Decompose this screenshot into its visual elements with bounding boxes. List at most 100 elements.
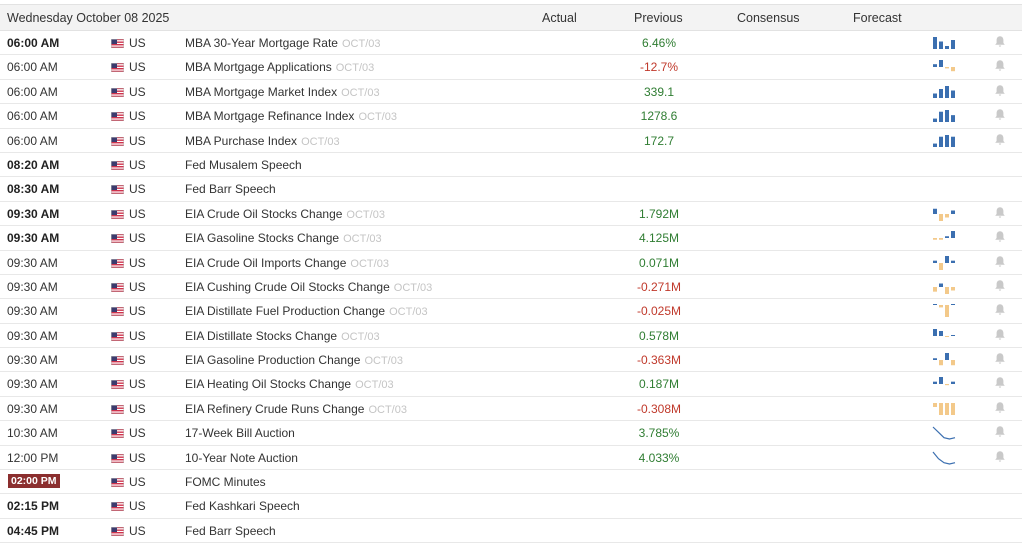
table-row[interactable]: 09:30 AM US EIA Gasoline Production Change… xyxy=(0,348,1022,373)
history-sparkline[interactable] xyxy=(931,376,957,392)
history-sparkline[interactable] xyxy=(931,133,957,149)
event-name-cell[interactable]: EIA Distillate Fuel Production Change OCT… xyxy=(185,304,428,318)
event-name-cell[interactable]: EIA Gasoline Stocks Change OCT/03 xyxy=(185,231,382,245)
event-name-cell[interactable]: EIA Gasoline Production Change OCT/03 xyxy=(185,353,403,367)
table-row[interactable]: 12:00 PM US 10-Year Note Auction 4.033% xyxy=(0,446,1022,471)
event-name-cell[interactable]: Fed Barr Speech xyxy=(185,182,276,196)
event-name-link[interactable]: EIA Crude Oil Stocks Change xyxy=(185,206,343,221)
history-sparkline[interactable] xyxy=(931,84,957,100)
event-name-link[interactable]: EIA Cushing Crude Oil Stocks Change xyxy=(185,279,390,294)
bell-icon[interactable] xyxy=(994,206,1006,219)
bell-icon[interactable] xyxy=(994,108,1006,121)
bell-icon[interactable] xyxy=(994,425,1006,438)
bell-icon[interactable] xyxy=(994,279,1006,292)
event-name-link[interactable]: EIA Refinery Crude Runs Change xyxy=(185,401,365,416)
event-name-cell[interactable]: EIA Heating Oil Stocks Change OCT/03 xyxy=(185,377,394,391)
bell-icon[interactable] xyxy=(994,255,1006,268)
table-row[interactable]: 06:00 AM US MBA Mortgage Refinance Index OC… xyxy=(0,104,1022,129)
history-sparkline[interactable] xyxy=(931,450,957,466)
header-previous[interactable]: Previous xyxy=(634,11,683,25)
bell-icon[interactable] xyxy=(994,401,1006,414)
event-name-link[interactable]: MBA Purchase Index xyxy=(185,133,298,148)
event-name-link[interactable]: 10-Year Note Auction xyxy=(185,450,298,465)
event-name-cell[interactable]: Fed Musalem Speech xyxy=(185,158,302,172)
bell-icon[interactable] xyxy=(994,303,1006,316)
bell-icon[interactable] xyxy=(994,133,1006,146)
history-sparkline[interactable] xyxy=(931,255,957,271)
header-actual[interactable]: Actual xyxy=(542,11,577,25)
event-name-link[interactable]: FOMC Minutes xyxy=(185,475,266,490)
bell-icon[interactable] xyxy=(994,35,1006,48)
table-row[interactable]: 06:00 AM US MBA Purchase Index OCT/03 172.7 xyxy=(0,129,1022,153)
header-forecast[interactable]: Forecast xyxy=(853,11,902,25)
table-row[interactable]: 06:00 AM US MBA 30-Year Mortgage Rate OCT/0… xyxy=(0,31,1022,56)
event-name-link[interactable]: EIA Distillate Fuel Production Change xyxy=(185,304,386,319)
event-name-link[interactable]: EIA Distillate Stocks Change xyxy=(185,328,338,343)
table-row[interactable]: 02:15 PM US Fed Kashkari Speech xyxy=(0,494,1022,519)
bell-icon[interactable] xyxy=(994,84,1006,97)
event-name-cell[interactable]: Fed Barr Speech xyxy=(185,524,276,538)
event-name-cell[interactable]: MBA Mortgage Refinance Index OCT/03 xyxy=(185,109,397,123)
table-row[interactable]: 09:30 AM US EIA Distillate Fuel Production… xyxy=(0,299,1022,324)
header-consensus[interactable]: Consensus xyxy=(737,11,800,25)
event-name-cell[interactable]: EIA Distillate Stocks Change OCT/03 xyxy=(185,329,380,343)
bell-icon[interactable] xyxy=(994,352,1006,365)
table-row[interactable]: 04:45 PM US Fed Barr Speech xyxy=(0,519,1022,543)
bell-icon[interactable] xyxy=(994,230,1006,243)
table-row[interactable]: 09:30 AM US EIA Distillate Stocks Change OC… xyxy=(0,324,1022,349)
event-name-link[interactable]: EIA Heating Oil Stocks Change xyxy=(185,377,352,392)
history-sparkline[interactable] xyxy=(931,425,957,441)
bell-icon[interactable] xyxy=(994,376,1006,389)
history-sparkline[interactable] xyxy=(931,303,957,319)
event-name-link[interactable]: MBA 30-Year Mortgage Rate xyxy=(185,36,338,50)
event-name-cell[interactable]: EIA Cushing Crude Oil Stocks Change OCT/0… xyxy=(185,280,432,294)
table-row[interactable]: 02:00 PM US FOMC Minutes xyxy=(0,470,1022,495)
event-name-link[interactable]: MBA Mortgage Market Index xyxy=(185,84,338,99)
event-name-link[interactable]: Fed Musalem Speech xyxy=(185,157,302,172)
event-name-cell[interactable]: 17-Week Bill Auction xyxy=(185,426,295,440)
event-name-link[interactable]: EIA Crude Oil Imports Change xyxy=(185,255,347,270)
event-name-link[interactable]: EIA Gasoline Stocks Change xyxy=(185,231,340,246)
table-row[interactable]: 09:30 AM US EIA Crude Oil Stocks Change OCT… xyxy=(0,202,1022,227)
table-row[interactable]: 08:20 AM US Fed Musalem Speech xyxy=(0,153,1022,178)
event-name-cell[interactable]: MBA Purchase Index OCT/03 xyxy=(185,134,340,148)
history-sparkline[interactable] xyxy=(931,230,957,246)
event-name-cell[interactable]: Fed Kashkari Speech xyxy=(185,499,300,513)
history-sparkline[interactable] xyxy=(931,206,957,222)
event-name-cell[interactable]: MBA Mortgage Applications OCT/03 xyxy=(185,60,374,74)
event-name-link[interactable]: MBA Mortgage Applications xyxy=(185,60,332,75)
event-country: US xyxy=(129,475,146,490)
table-row[interactable]: 09:30 AM US EIA Refinery Crude Runs Change… xyxy=(0,397,1022,422)
table-row[interactable]: 09:30 AM US EIA Cushing Crude Oil Stocks C… xyxy=(0,275,1022,300)
table-row[interactable]: 08:30 AM US Fed Barr Speech xyxy=(0,177,1022,202)
event-name-link[interactable]: EIA Gasoline Production Change xyxy=(185,353,361,368)
history-sparkline[interactable] xyxy=(931,279,957,295)
event-name-link[interactable]: Fed Kashkari Speech xyxy=(185,499,300,514)
event-name-cell[interactable]: MBA Mortgage Market Index OCT/03 xyxy=(185,85,380,99)
bell-icon[interactable] xyxy=(994,328,1006,341)
history-sparkline[interactable] xyxy=(931,108,957,124)
event-name-link[interactable]: Fed Barr Speech xyxy=(185,182,276,197)
table-row[interactable]: 09:30 AM US EIA Heating Oil Stocks Change O… xyxy=(0,372,1022,397)
history-sparkline[interactable] xyxy=(931,35,957,51)
event-name-cell[interactable]: EIA Crude Oil Imports Change OCT/03 xyxy=(185,256,389,270)
table-row[interactable]: 06:00 AM US MBA Mortgage Applications OCT/0… xyxy=(0,55,1022,80)
event-name-link[interactable]: Fed Barr Speech xyxy=(185,523,276,538)
bell-icon[interactable] xyxy=(994,59,1006,72)
event-name-cell[interactable]: EIA Refinery Crude Runs Change OCT/03 xyxy=(185,402,407,416)
history-sparkline[interactable] xyxy=(931,352,957,368)
event-name-cell[interactable]: FOMC Minutes xyxy=(185,475,266,489)
table-row[interactable]: 06:00 AM US MBA Mortgage Market Index OCT/0… xyxy=(0,80,1022,105)
table-row[interactable]: 10:30 AM US 17-Week Bill Auction 3.785% xyxy=(0,421,1022,446)
bell-icon[interactable] xyxy=(994,450,1006,463)
history-sparkline[interactable] xyxy=(931,328,957,344)
event-name-link[interactable]: MBA Mortgage Refinance Index xyxy=(185,109,355,124)
event-name-cell[interactable]: MBA 30-Year Mortgage Rate OCT/03 xyxy=(185,36,381,50)
history-sparkline[interactable] xyxy=(931,59,957,75)
table-row[interactable]: 09:30 AM US EIA Gasoline Stocks Change OCT/… xyxy=(0,226,1022,251)
event-name-link[interactable]: 17-Week Bill Auction xyxy=(185,426,295,441)
event-name-cell[interactable]: EIA Crude Oil Stocks Change OCT/03 xyxy=(185,207,385,221)
event-name-cell[interactable]: 10-Year Note Auction xyxy=(185,451,298,465)
history-sparkline[interactable] xyxy=(931,401,957,417)
table-row[interactable]: 09:30 AM US EIA Crude Oil Imports Change OC… xyxy=(0,251,1022,275)
